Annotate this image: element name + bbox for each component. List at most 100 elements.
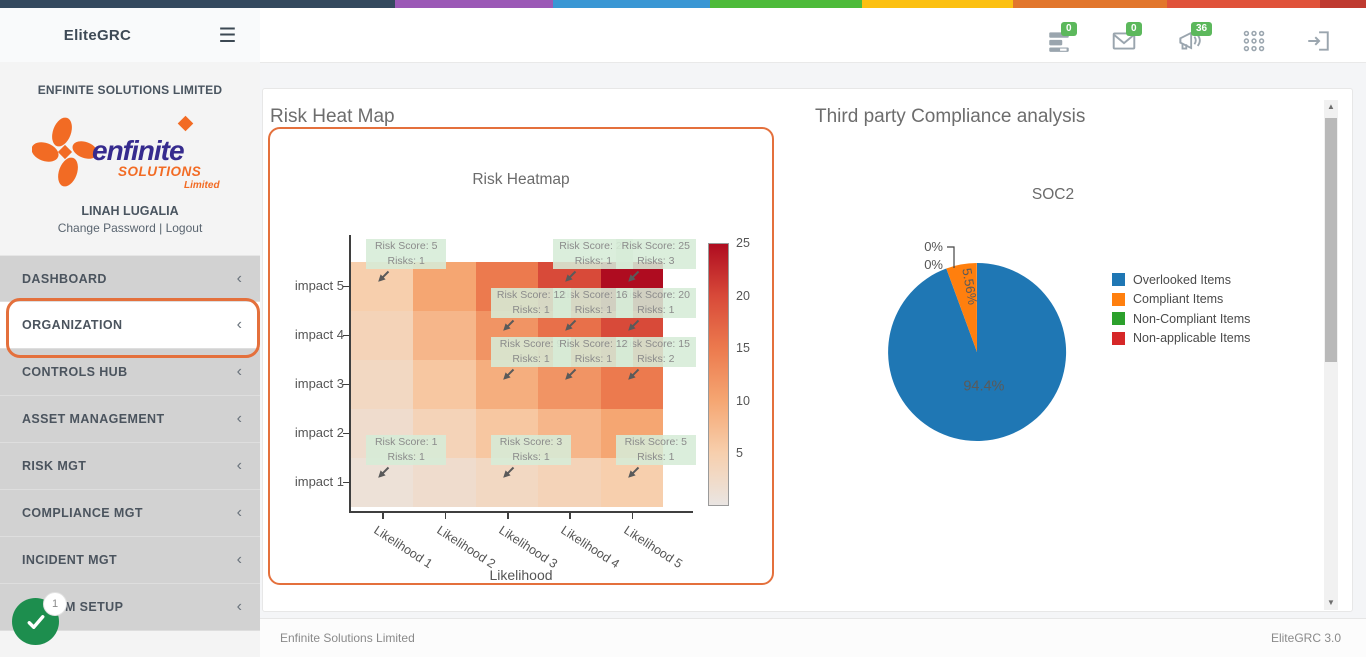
sidebar-toggle-button[interactable]: ☰ (195, 8, 260, 63)
y-tick-label: impact 3 (294, 376, 344, 391)
colorbar-tick-label: 5 (736, 446, 743, 461)
x-tick-mark (631, 513, 634, 519)
heatmap-cell-L1-I5[interactable] (351, 261, 414, 311)
confirm-fab-button[interactable]: 1 (12, 592, 67, 645)
annotation-arrow-icon (502, 368, 515, 381)
heatmap-y-axis (349, 235, 351, 513)
apps-grid-icon[interactable] (1241, 28, 1269, 56)
user-links: Change Password | Logout (0, 221, 260, 235)
pie-slice-value-label: 94.4% (963, 379, 1004, 395)
legend-swatch (1112, 331, 1125, 345)
change-password-link[interactable]: Change Password (57, 221, 156, 235)
annotation-tooltip: Risk Score: 12 Risks: 1 (491, 287, 571, 318)
chevron-left-icon: ‹ (236, 504, 242, 521)
annotation-tooltip: Risk Score: 1 Risks: 1 (366, 434, 447, 465)
svg-text:SOLUTIONS: SOLUTIONS (118, 164, 201, 179)
footer: Enfinite Solutions Limited EliteGRC 3.0 (260, 618, 1366, 657)
announcements-badge: 36 (1191, 22, 1213, 36)
annotation-arrow-icon (377, 466, 390, 479)
heatmap-cell-L2-I3[interactable] (413, 359, 477, 409)
chevron-left-icon: ‹ (236, 551, 242, 568)
brand-strip-segment (1167, 0, 1320, 8)
heatmap-cell-L4-I3[interactable] (538, 359, 602, 409)
logout-icon[interactable] (1305, 28, 1333, 56)
sidebar-item-compliance-mgt[interactable]: COMPLIANCE MGT ‹ (0, 490, 260, 537)
sidebar-item-incident-mgt[interactable]: INCIDENT MGT ‹ (0, 537, 260, 584)
heatmap-cell-L2-I4[interactable] (413, 310, 477, 360)
heatmap-cell-L2-I5[interactable] (413, 261, 477, 311)
heatmap-cell-L1-I3[interactable] (351, 359, 414, 409)
scrollbar-down-arrow-icon[interactable]: ▼ (1327, 598, 1335, 607)
sidebar-item-risk-mgt[interactable]: RISK MGT ‹ (0, 443, 260, 490)
sidebar-item-dashboard[interactable]: DASHBOARD ‹ (0, 255, 260, 302)
mail-icon[interactable]: 0 (1111, 22, 1142, 56)
heatmap-cell-L1-I1[interactable] (351, 457, 414, 507)
legend-label: Overlooked Items (1133, 272, 1231, 287)
y-tick-mark (343, 285, 349, 287)
legend-item-non-applicable-items[interactable]: Non-applicable Items (1112, 329, 1250, 349)
check-icon (27, 614, 44, 629)
x-tick-label: Likelihood 1 (371, 523, 436, 572)
annotation-arrow-icon (502, 319, 515, 332)
y-tick-mark (343, 334, 349, 336)
x-tick-mark (569, 513, 571, 519)
sidebar-item-organization[interactable]: ORGANIZATION ‹ (0, 302, 260, 349)
chevron-left-icon: ‹ (236, 316, 242, 333)
sidebar-item-label: COMPLIANCE MGT (22, 506, 143, 520)
pie-slice-overlooked-items[interactable] (888, 262, 1067, 441)
sidebar-item-label: ASSET MANAGEMENT (22, 412, 165, 426)
scrollbar-up-arrow-icon[interactable]: ▲ (1327, 102, 1335, 111)
sidebar-menu: DASHBOARD ‹ ORGANIZATION ‹ CONTROLS HUB ‹ ASSE… (0, 255, 260, 631)
legend-item-non-compliant-items[interactable]: Non-Compliant Items (1112, 309, 1250, 329)
chevron-left-icon: ‹ (236, 269, 242, 287)
heatmap-cell-L5-I3[interactable] (600, 359, 664, 409)
pie-slice-compliant-items[interactable] (946, 263, 977, 352)
heatmap-cell-L3-I1[interactable] (475, 457, 539, 507)
sidebar-item-asset-management[interactable]: ASSET MANAGEMENT ‹ (0, 396, 260, 443)
top-bar: 0 0 36 (260, 8, 1366, 63)
fab-badge: 1 (43, 592, 67, 616)
annotation-arrow-icon (627, 319, 640, 332)
tasks-icon[interactable]: 0 (1046, 22, 1077, 56)
pie-title: SOC2 (1031, 186, 1075, 203)
sidebar-item-label: DASHBOARD (22, 271, 107, 286)
colorbar-tick-label: 25 (736, 236, 750, 250)
colorbar-tick-label: 15 (736, 341, 750, 356)
company-name: ENFINITE SOLUTIONS LIMITED (37, 83, 223, 97)
brand-strip-segment (395, 0, 553, 8)
svg-text:Limited: Limited (184, 180, 220, 191)
sidebar-item-controls-hub[interactable]: CONTROLS HUB ‹ (0, 349, 260, 396)
brand-strip-segment (0, 0, 395, 8)
pie-zero-label: 0% (924, 239, 943, 254)
sidebar-header: EliteGRC (0, 8, 196, 63)
heatmap-cell-L2-I1[interactable] (413, 457, 477, 507)
colorbar-tick-label: 20 (736, 288, 750, 303)
user-name: LINAH LUGALIA (81, 204, 179, 218)
content-scrollbar[interactable]: ▲ ▼ (1324, 100, 1338, 610)
pie-section-heading: Third party Compliance analysis (815, 106, 1086, 127)
annotation-arrow-icon (564, 368, 577, 381)
scrollbar-thumb[interactable] (1325, 118, 1337, 362)
heatmap-x-axis-title: Likelihood (489, 567, 553, 583)
logout-link[interactable]: Logout (165, 221, 203, 235)
app-title: EliteGRC (63, 26, 132, 44)
legend-item-overlooked-items[interactable]: Overlooked Items (1112, 270, 1250, 290)
colorbar-tick-label: 10 (736, 393, 750, 408)
legend-item-compliant-items[interactable]: Compliant Items (1112, 290, 1250, 310)
heatmap-cell-L3-I3[interactable] (475, 359, 539, 409)
heatmap-cell-L5-I1[interactable] (600, 457, 664, 507)
hamburger-icon: ☰ (218, 24, 237, 47)
y-tick-mark (343, 383, 349, 385)
heatmap-cell-L1-I4[interactable] (351, 310, 414, 360)
annotation-tooltip: Risk Score: 12 Risks: 1 (553, 336, 634, 367)
brand-color-strip (0, 0, 1366, 8)
risk-heatmap-card: Risk Heatmap Likelihood impact 5 impact 4… (268, 127, 774, 585)
y-tick-mark (343, 481, 349, 483)
heatmap-section-heading: Risk Heat Map (270, 106, 395, 127)
mail-badge: 0 (1126, 22, 1142, 36)
heatmap-cell-L4-I1[interactable] (538, 457, 602, 507)
annotation-arrow-icon (377, 270, 390, 283)
announcements-icon[interactable]: 36 (1176, 22, 1213, 56)
footer-company: Enfinite Solutions Limited (280, 631, 415, 645)
sidebar-item-label: CONTROLS HUB (22, 365, 128, 379)
